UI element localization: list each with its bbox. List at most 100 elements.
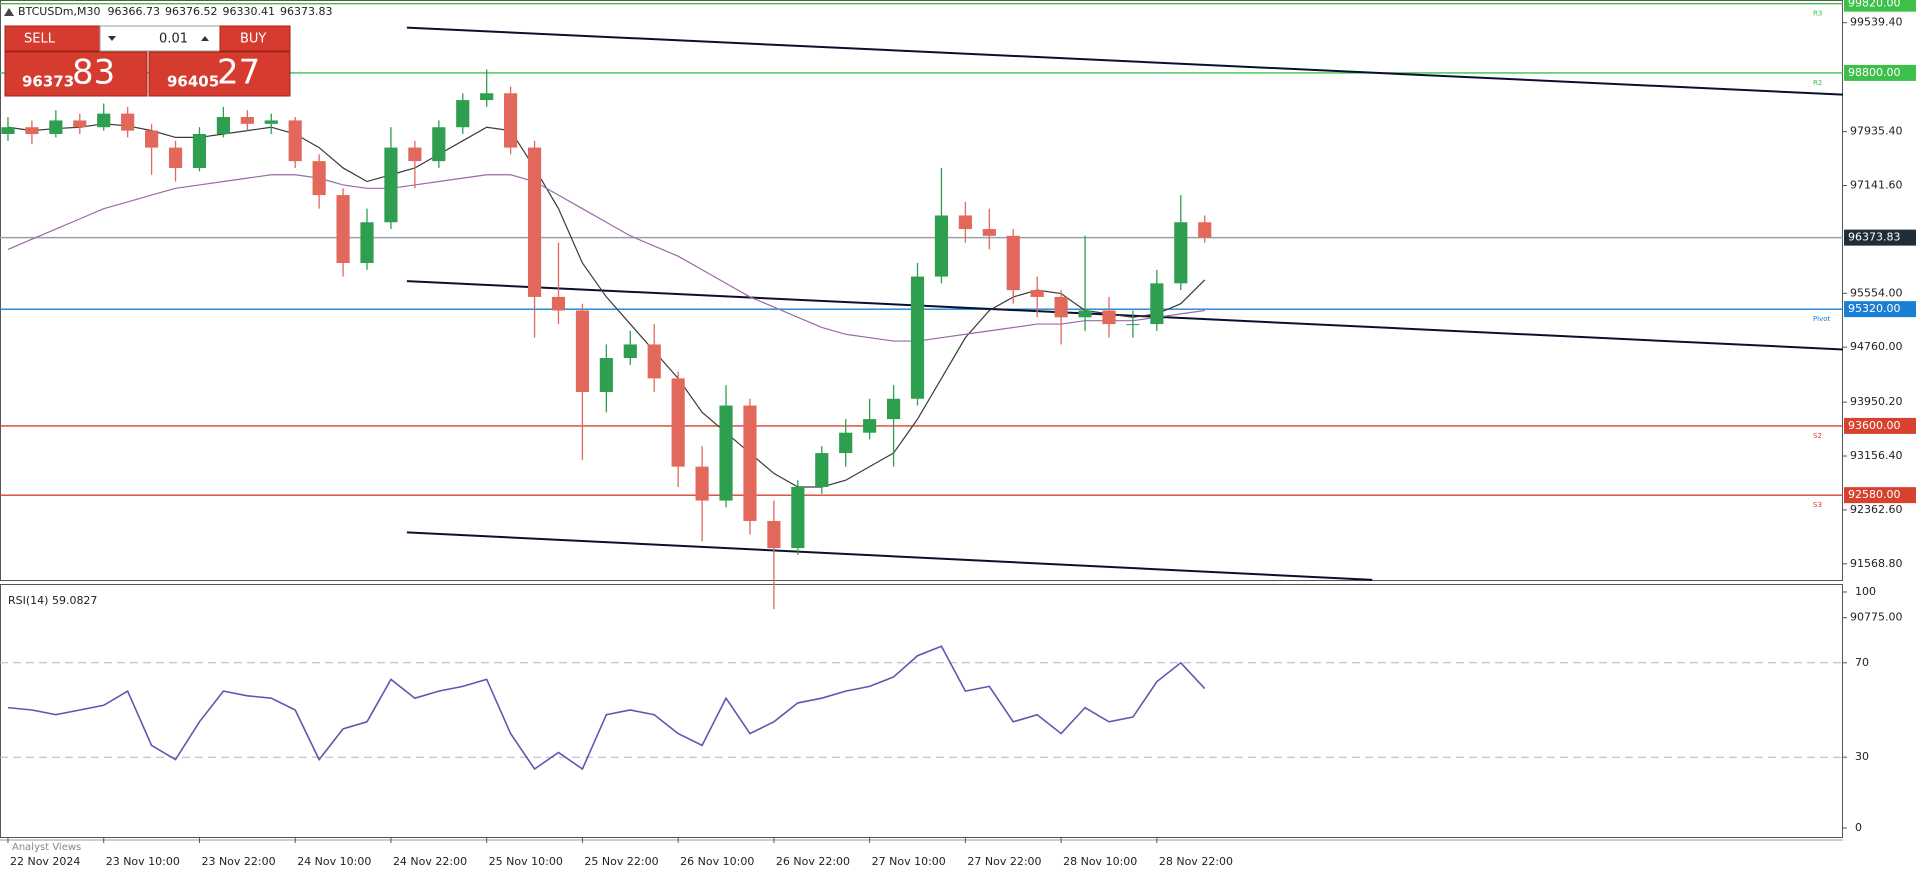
candle-body — [551, 296, 566, 311]
level-label: 96373.83 — [1848, 231, 1901, 244]
candle-body — [240, 117, 254, 124]
x-tick-label: 28 Nov 22:00 — [1159, 855, 1233, 868]
sell-button[interactable] — [4, 25, 101, 52]
symbol-quote: BTCUSDm,M30 96366.73 96376.52 96330.41 96373… — [18, 5, 333, 18]
candle-body — [1078, 310, 1092, 318]
candle-body — [791, 487, 805, 549]
lot-up[interactable] — [201, 36, 209, 41]
level-label-bg — [1844, 0, 1916, 12]
level-tag: R2 — [1813, 79, 1822, 87]
symbol: BTCUSDm,M30 — [18, 5, 101, 18]
x-tick-label: 26 Nov 22:00 — [776, 855, 850, 868]
level-label: 99820.00 — [1848, 0, 1901, 10]
candle-body — [527, 147, 542, 297]
y-tick-label: 91568.80 — [1850, 557, 1903, 570]
level-tag: S2 — [1813, 432, 1822, 440]
candle-body — [408, 147, 422, 162]
x-tick-label: 24 Nov 10:00 — [297, 855, 371, 868]
ask-pips: 27 — [217, 53, 260, 93]
quote-open: 96366.73 — [108, 5, 161, 18]
lot-down[interactable] — [108, 36, 116, 41]
candle-body — [982, 229, 996, 236]
candle-body — [384, 147, 398, 223]
candle-body — [647, 344, 661, 379]
candle-body — [192, 134, 207, 168]
quote-close: 96373.83 — [280, 5, 333, 18]
candle-body — [886, 398, 901, 420]
level-tag: Pivot — [1813, 315, 1830, 323]
candle-body — [1174, 222, 1188, 284]
candle-body — [73, 120, 87, 128]
candle-body — [121, 113, 135, 131]
rsi-pane-border — [0, 584, 1843, 838]
candle-body — [145, 130, 159, 148]
candle-body — [599, 358, 613, 392]
level-label-bg — [1844, 229, 1916, 246]
candle-body — [1054, 296, 1068, 318]
trade-panel: SELL 0.01 BUY 96373 83 96405 27 — [4, 25, 291, 97]
candle-body — [1102, 310, 1116, 325]
trendline — [406, 26, 1844, 96]
y-tick-label: 93156.40 — [1850, 449, 1903, 462]
level-label: 92580.00 — [1848, 488, 1901, 501]
bid-box[interactable] — [4, 51, 148, 97]
buy-button[interactable] — [219, 25, 291, 52]
lot-value: 0.01 — [159, 32, 188, 47]
candle-body — [671, 378, 685, 467]
candle-body — [839, 432, 853, 454]
y-tick-label: 97935.40 — [1850, 125, 1903, 138]
candle-body — [432, 127, 446, 162]
sell-label: SELL — [24, 32, 56, 47]
candle-body — [480, 93, 494, 101]
collapse-icon[interactable] — [4, 8, 14, 16]
candle-body — [623, 344, 637, 359]
candle-body — [264, 120, 278, 124]
candle-body — [288, 120, 302, 162]
rsi-tick-label: 0 — [1855, 821, 1862, 834]
rsi-tick-label: 70 — [1855, 656, 1869, 669]
quote-high: 96376.52 — [165, 5, 218, 18]
candle-body — [767, 520, 781, 549]
x-tick-label: 27 Nov 10:00 — [872, 855, 946, 868]
y-tick-label: 93950.20 — [1850, 395, 1903, 408]
candle-body — [456, 100, 470, 128]
candle-body — [1198, 222, 1212, 238]
level-label-bg — [1844, 301, 1916, 318]
rsi-tick-label: 30 — [1855, 750, 1869, 763]
y-tick-label: 97141.60 — [1850, 178, 1903, 191]
candle-body — [168, 147, 183, 168]
candle-body — [743, 405, 757, 521]
candle-body — [336, 195, 350, 263]
x-tick-label: 27 Nov 22:00 — [967, 855, 1041, 868]
x-tick-label: 23 Nov 22:00 — [201, 855, 275, 868]
candle-body — [695, 466, 709, 501]
level-label-bg — [1844, 417, 1916, 434]
candle-body — [25, 127, 39, 135]
buy-label: BUY — [240, 32, 266, 47]
rsi-tick-label: 100 — [1855, 585, 1876, 598]
x-tick-label: 25 Nov 22:00 — [584, 855, 658, 868]
candle-body — [1126, 324, 1140, 326]
candle-body — [360, 222, 374, 263]
y-tick-label: 95554.00 — [1850, 286, 1903, 299]
candle-body — [504, 93, 518, 148]
x-tick-label: 25 Nov 10:00 — [489, 855, 563, 868]
level-tag: S3 — [1813, 501, 1822, 509]
ask-main: 96405 — [167, 73, 219, 91]
level-label: 95320.00 — [1848, 302, 1901, 315]
y-tick-label: 99539.40 — [1850, 16, 1903, 29]
x-tick-label: 24 Nov 22:00 — [393, 855, 467, 868]
x-tick-label: 22 Nov 2024 — [10, 855, 80, 868]
x-tick-label: 28 Nov 10:00 — [1063, 855, 1137, 868]
bid-main: 96373 — [22, 73, 74, 91]
level-tag: R3 — [1813, 10, 1822, 18]
candle-body — [49, 120, 63, 135]
ask-box[interactable] — [148, 51, 291, 97]
trendline — [406, 280, 1844, 351]
candle-body — [216, 117, 230, 135]
candle-body — [958, 215, 972, 230]
candle-body — [1, 127, 15, 135]
bottom-tab[interactable]: Analyst Views — [12, 842, 81, 853]
